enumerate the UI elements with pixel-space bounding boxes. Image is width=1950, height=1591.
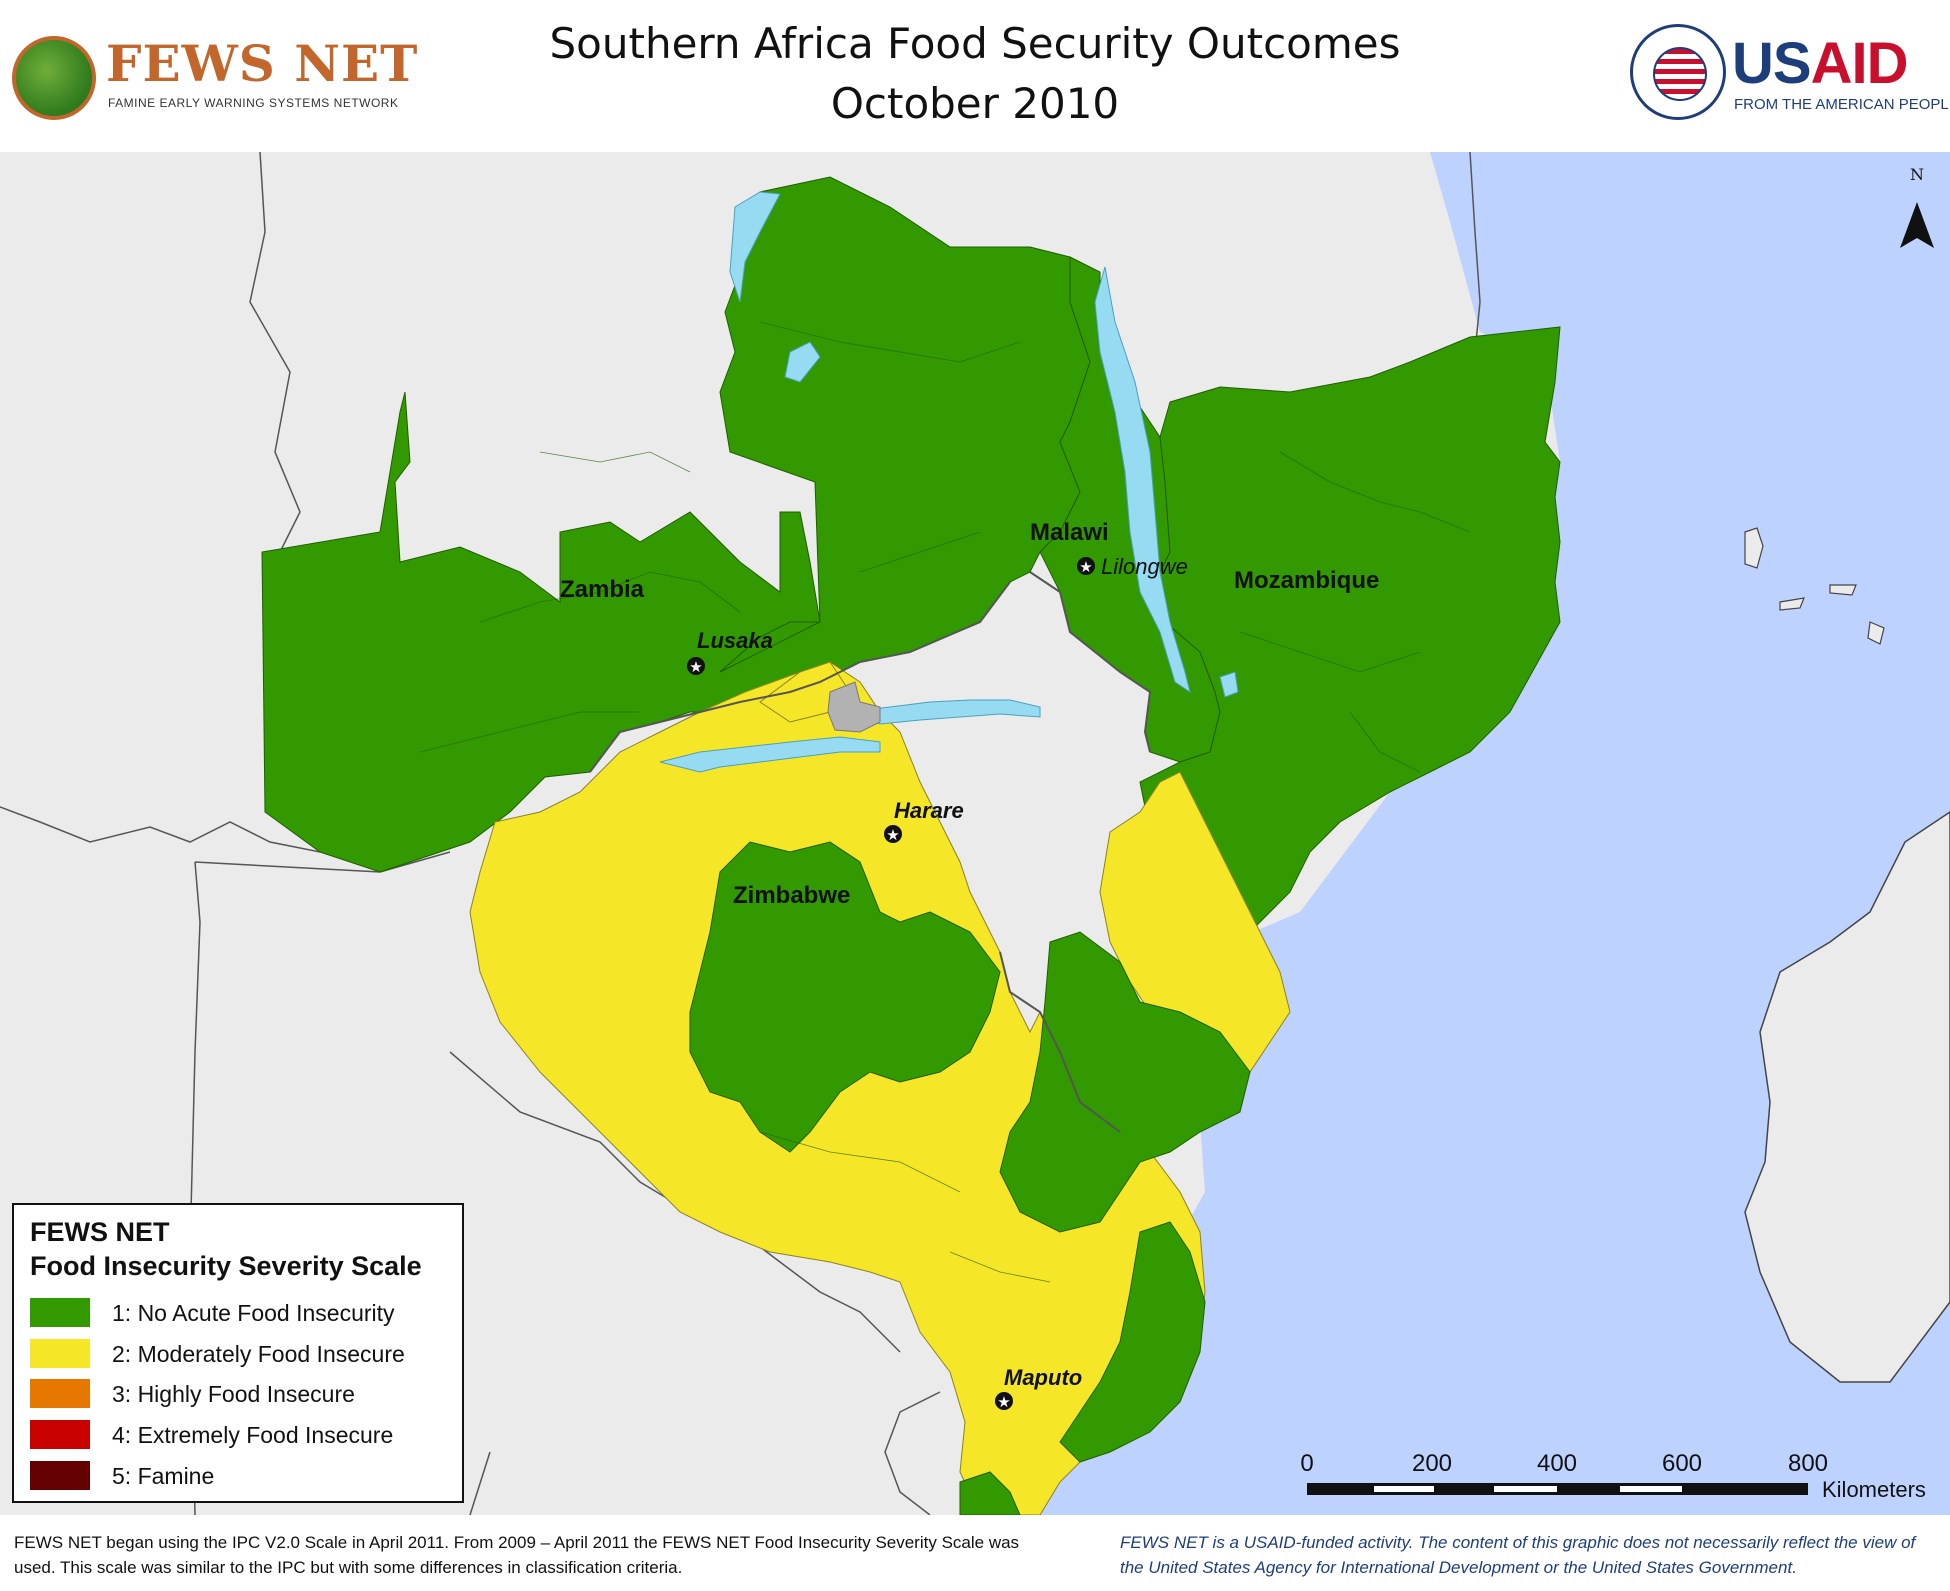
island (1744, 527, 1764, 569)
legend-label-phase2: 2: Moderately Food Insecure (112, 1341, 405, 1367)
mozambique-north-phase1-region (1139, 326, 1561, 933)
legend-label-phase1: 1: No Acute Food Insecurity (112, 1300, 395, 1326)
legend-title: FEWS NET Food Insecurity Severity Scale (30, 1215, 422, 1283)
island (1779, 597, 1805, 611)
header: FEWS NET FAMINE EARLY WARNING SYSTEMS NE… (0, 0, 1950, 150)
scale-tick-600: 600 (1662, 1450, 1702, 1477)
island (1829, 584, 1857, 596)
city-lusaka: ★ Lusaka (687, 628, 773, 676)
lake-chilwa (1219, 671, 1239, 698)
label-maputo: Maputo (1004, 1365, 1082, 1390)
globe-icon (12, 36, 96, 120)
admin-borders (419, 321, 1471, 1283)
legend-label-phase5: 5: Famine (112, 1463, 215, 1489)
usaid-seal-icon (1630, 24, 1726, 120)
label-harare: Harare (894, 798, 964, 823)
legend-label-phase3: 3: Highly Food Insecure (112, 1381, 355, 1407)
no-data-region (827, 681, 881, 733)
fews-net-logo: FEWS NET FAMINE EARLY WARNING SYSTEMS NE… (12, 34, 417, 124)
mozambique-central-phase1-region (999, 931, 1251, 1233)
maputo-phase1-region (959, 1471, 1021, 1515)
map-title-line1: Southern Africa Food Security Outcomes (549, 19, 1401, 68)
legend-title-line1: FEWS NET (30, 1217, 170, 1247)
indian-ocean (1040, 152, 1950, 1515)
usaid-tagline: FROM THE AMERICAN PEOPLE (1734, 96, 1950, 113)
city-harare: ★ Harare (884, 798, 964, 844)
capital-cities: ★ Lusaka ★ Lilongwe ★ Harare ★ Maputo (687, 554, 1188, 1411)
legend-swatch-phase4 (30, 1420, 90, 1449)
label-mozambique: Mozambique (1234, 567, 1379, 594)
mozambique-south-phase1-region (1059, 1221, 1206, 1463)
admin0-borders (589, 571, 1152, 1133)
label-lilongwe: Lilongwe (1101, 554, 1188, 579)
madagascar (1744, 811, 1950, 1383)
star-icon: ★ (1079, 559, 1092, 576)
scale-tick-200: 200 (1412, 1450, 1452, 1477)
city-lilongwe: ★ Lilongwe (1077, 554, 1188, 579)
legend-label-phase4: 4: Extremely Food Insecure (112, 1422, 394, 1448)
scale-unit: Kilometers (1822, 1477, 1926, 1502)
north-arrow-icon (1900, 202, 1934, 248)
legend-swatch-phase1 (30, 1298, 90, 1327)
label-zambia: Zambia (560, 576, 645, 603)
star-icon: ★ (997, 1394, 1010, 1411)
label-zimbabwe: Zimbabwe (733, 882, 850, 909)
fews-net-logo-subtitle: FAMINE EARLY WARNING SYSTEMS NETWORK (108, 96, 399, 110)
north-label: N (1910, 165, 1924, 184)
lake-malawi (1094, 266, 1191, 694)
island (1867, 621, 1885, 645)
map-title-line2: October 2010 (830, 79, 1120, 128)
fews-net-logo-text: FEWS NET (106, 34, 419, 93)
map-title: Southern Africa Food Security Outcomes O… (450, 14, 1500, 134)
scale-bar: 0 200 400 600 800 Kilometers (1300, 1450, 1926, 1502)
lake-cahora-bassa (849, 699, 1041, 725)
label-lusaka: Lusaka (697, 628, 773, 653)
star-icon: ★ (689, 659, 702, 676)
scale-tick-800: 800 (1788, 1450, 1828, 1477)
zimbabwe-phase1-region (689, 841, 1001, 1153)
north-arrow: N (1900, 165, 1934, 248)
footer-disclaimer: FEWS NET is a USAID-funded activity. The… (1120, 1533, 1916, 1577)
scale-tick-400: 400 (1537, 1450, 1577, 1477)
legend: FEWS NET Food Insecurity Severity Scale … (12, 1203, 464, 1503)
lake-mweru-wantipa (784, 341, 821, 383)
lake-kariba (659, 736, 881, 773)
star-icon: ★ (886, 827, 899, 844)
scale-tick-0: 0 (1300, 1450, 1313, 1477)
footer-ipc-note: FEWS NET began using the IPC V2.0 Scale … (14, 1533, 1020, 1577)
legend-title-line2: Food Insecurity Severity Scale (30, 1251, 422, 1281)
legend-swatch-phase2 (30, 1339, 90, 1368)
city-maputo: ★ Maputo (995, 1365, 1082, 1411)
usaid-logo-text: USAID (1732, 31, 1908, 96)
lake-tanganyika (729, 191, 781, 303)
label-malawi: Malawi (1030, 519, 1109, 546)
country-labels: Zambia Malawi Mozambique Zimbabwe (560, 519, 1379, 909)
legend-swatch-phase5 (30, 1461, 90, 1490)
usaid-logo: USAID FROM THE AMERICAN PEOPLE (1630, 24, 1950, 124)
legend-swatch-phase3 (30, 1379, 90, 1408)
